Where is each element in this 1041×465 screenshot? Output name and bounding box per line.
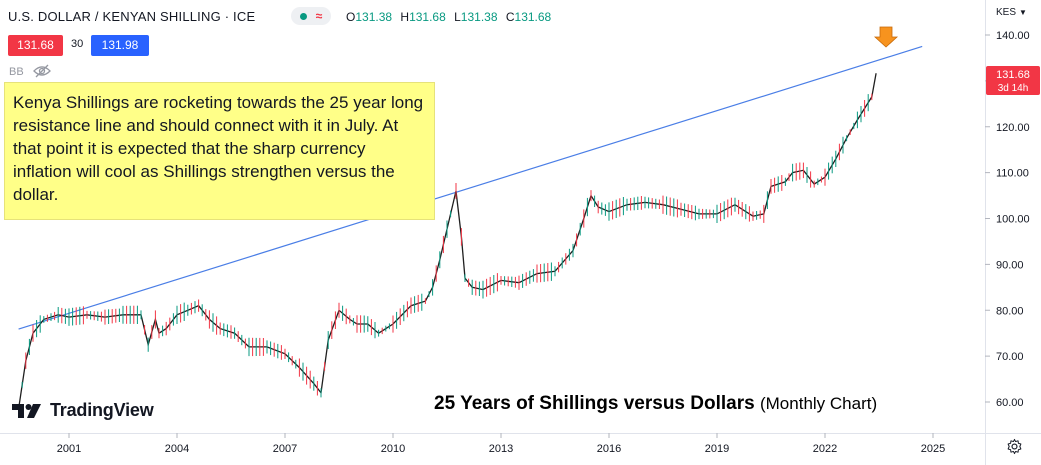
x-tick-label: 2004: [165, 443, 189, 455]
sell-button[interactable]: 131.68: [8, 35, 63, 56]
x-tick-label: 2025: [921, 443, 945, 455]
symbol-title[interactable]: U.S. DOLLAR / KENYAN SHILLING · ICE: [8, 9, 256, 24]
chart-caption: 25 Years of Shillings versus Dollars (Mo…: [434, 393, 877, 415]
tradingview-logo[interactable]: TradingView: [12, 400, 154, 421]
ohlc-open-value: 131.38: [355, 10, 393, 24]
market-open-dot-icon: [299, 12, 307, 20]
ohlc-close-key: C: [505, 10, 515, 24]
ohlc-open-key: O: [346, 10, 356, 24]
tradingview-logo-text: TradingView: [50, 400, 154, 420]
x-tick-label: 2022: [813, 443, 837, 455]
currency-code: KES: [996, 7, 1017, 18]
ohlc-low-key: L: [454, 10, 461, 24]
ohlc-readout: O131.38 H131.68 L131.38 C131.68: [346, 10, 556, 24]
candle-wicks: [18, 93, 873, 412]
y-tick-label: 60.00: [996, 397, 1024, 409]
ohlc-close-value: 131.68: [514, 10, 552, 24]
y-tick-label: 110.00: [996, 168, 1029, 180]
y-tick-label: 90.00: [996, 259, 1024, 271]
y-tick-label: 100.00: [996, 214, 1030, 226]
x-tick-label: 2016: [597, 443, 621, 455]
arrow-down-icon: [873, 26, 899, 48]
eye-crossed-icon[interactable]: [33, 64, 51, 78]
time-axis[interactable]: 2001 2004 2007 2010 2013 2016 2019 2022 2025: [57, 433, 945, 455]
x-tick-label: 2010: [381, 443, 405, 455]
current-price-label: 131.68 3d 14h: [986, 66, 1040, 95]
buy-button[interactable]: 131.98: [91, 35, 149, 56]
chart-caption-title: 25 Years of Shillings versus Dollars: [434, 393, 755, 414]
y-tick-label: 140.00: [996, 30, 1030, 42]
chart-caption-subtitle: (Monthly Chart): [759, 394, 878, 413]
gear-icon[interactable]: [1006, 438, 1023, 455]
data-delay-icon: ≈: [315, 9, 323, 23]
chevron-down-icon: ▼: [1019, 8, 1027, 17]
x-tick-label: 2019: [705, 443, 729, 455]
x-tick-label: 2001: [57, 443, 81, 455]
ohlc-high-key: H: [400, 10, 410, 24]
ohlc-low-value: 131.38: [460, 10, 498, 24]
market-status-pill[interactable]: ≈: [291, 7, 331, 25]
indicator-label-bb[interactable]: BB: [9, 66, 24, 78]
resistance-trendline[interactable]: [18, 45, 923, 330]
current-price-value: 131.68: [996, 69, 1030, 81]
bar-countdown: 3d 14h: [998, 83, 1029, 94]
y-tick-label: 120.00: [996, 122, 1030, 134]
x-tick-label: 2007: [273, 443, 297, 455]
ohlc-high-value: 131.68: [409, 10, 446, 24]
tradingview-logo-icon: [12, 403, 41, 418]
y-tick-label: 70.00: [996, 351, 1024, 363]
x-tick-label: 2013: [489, 443, 513, 455]
currency-selector[interactable]: KES ▼: [996, 7, 1027, 18]
spread-value: 30: [71, 38, 84, 50]
y-tick-label: 80.00: [996, 305, 1024, 317]
annotation-note[interactable]: Kenya Shillings are rocketing towards th…: [4, 82, 435, 220]
